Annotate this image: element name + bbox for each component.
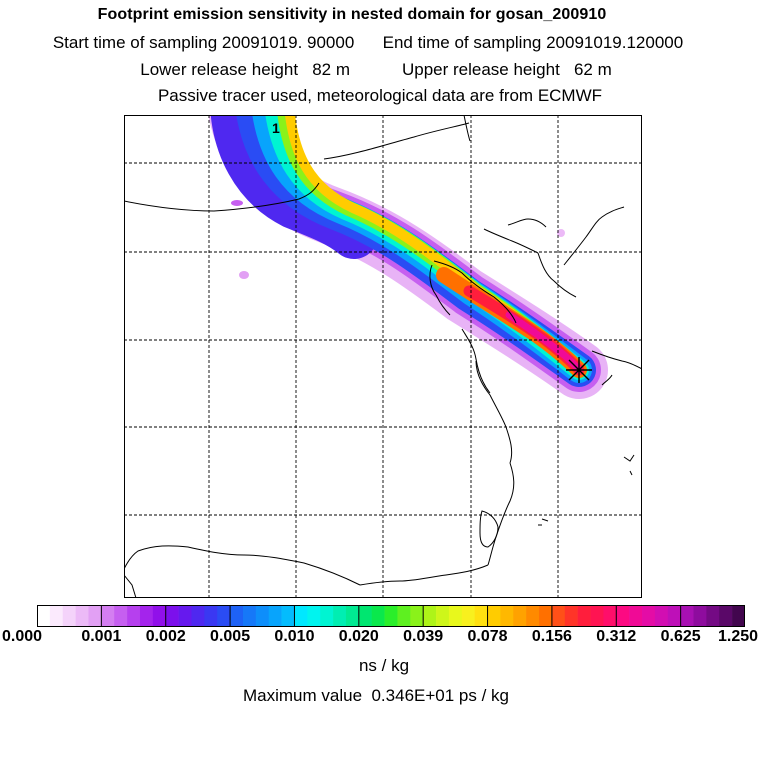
- colorbar-cell: [37, 605, 51, 627]
- colorbar-cell: [693, 605, 707, 627]
- colorbar-cell: [564, 605, 578, 627]
- colorbar-tick-label: 0.001: [81, 628, 122, 645]
- colorbar-cell: [230, 605, 244, 627]
- colorbar-cell: [371, 605, 385, 627]
- colorbar-tick-label: 0.010: [274, 628, 315, 645]
- colorbar-cell: [680, 605, 694, 627]
- colorbar-cell: [255, 605, 270, 627]
- colorbar-cell: [127, 605, 141, 627]
- colorbar: [37, 605, 745, 627]
- colorbar-cell: [217, 605, 231, 627]
- emission-plume: [208, 115, 608, 399]
- colorbar-cell: [436, 605, 450, 627]
- colorbar-cell: [732, 605, 745, 627]
- release-height-line: Lower release height 82 m Upper release …: [140, 60, 612, 79]
- plume-label-one: 1: [272, 120, 280, 136]
- colorbar-cell: [654, 605, 669, 627]
- colorbar-cell: [474, 605, 488, 627]
- colorbar-cell: [345, 605, 360, 627]
- colorbar-tick-label: 0.039: [403, 628, 444, 645]
- plot-title: Footprint emission sensitivity in nested…: [97, 6, 607, 23]
- colorbar-tick-labels: 0.000 0.001 0.002 0.005 0.010 0.020 0.039 0.078…: [0, 628, 768, 650]
- colorbar-cell: [139, 605, 154, 627]
- colorbar-cell: [551, 605, 566, 627]
- sampling-time-line: Start time of sampling 20091019. 90000 E…: [52, 33, 684, 52]
- colorbar-cell: [616, 605, 630, 627]
- colorbar-cell: [75, 605, 89, 627]
- colorbar-cell: [294, 605, 308, 627]
- tracer-info-line: Passive tracer used, meteorological data…: [157, 86, 603, 105]
- colorbar-cell: [487, 605, 501, 627]
- colorbar-unit: ns / kg: [358, 656, 410, 675]
- colorbar-cell: [204, 605, 218, 627]
- colorbar-tick-label: 0.312: [596, 628, 637, 645]
- colorbar-tick-label: 0.078: [467, 628, 508, 645]
- colorbar-cell: [500, 605, 514, 627]
- colorbar-cell: [191, 605, 205, 627]
- colorbar-cell: [461, 605, 475, 627]
- colorbar-tick-label: 0.625: [660, 628, 701, 645]
- colorbar-tick-label: 0.002: [145, 628, 186, 645]
- colorbar-cell: [88, 605, 102, 627]
- colorbar-cell: [667, 605, 681, 627]
- colorbar-cell: [642, 605, 656, 627]
- colorbar-cell: [448, 605, 463, 627]
- map-frame: [124, 115, 642, 598]
- colorbar-cell: [539, 605, 553, 627]
- colorbar-cell: [242, 605, 257, 627]
- colorbar-tick-label: 0.020: [338, 628, 379, 645]
- footprint-map: 1: [124, 115, 642, 598]
- colorbar-tick-label: 0.000: [1, 628, 43, 645]
- colorbar-cell: [397, 605, 411, 627]
- colorbar-frame: [37, 605, 745, 627]
- colorbar-cell: [152, 605, 167, 627]
- colorbar-cell: [114, 605, 128, 627]
- colorbar-tick-label: 1.250: [717, 628, 759, 645]
- colorbar-cell: [577, 605, 591, 627]
- colorbar-cell: [706, 605, 720, 627]
- colorbar-cell: [62, 605, 76, 627]
- coastlines: [124, 115, 642, 598]
- colorbar-cell: [320, 605, 334, 627]
- colorbar-cell: [384, 605, 398, 627]
- colorbar-tick-label: 0.156: [531, 628, 572, 645]
- colorbar-cell: [281, 605, 295, 627]
- colorbar-cell: [629, 605, 643, 627]
- colorbar-cell: [49, 605, 64, 627]
- maximum-value-text: Maximum value 0.346E+01 ps / kg: [243, 686, 509, 705]
- colorbar-dividers: [100, 605, 682, 627]
- colorbar-tick-label: 0.005: [210, 628, 251, 645]
- colorbar-cell: [268, 605, 282, 627]
- colorbar-cell: [513, 605, 527, 627]
- colorbar-cell: [410, 605, 424, 627]
- colorbar-cell: [101, 605, 115, 627]
- colorbar-cell: [423, 605, 437, 627]
- colorbar-cell: [333, 605, 347, 627]
- colorbar-cell: [719, 605, 733, 627]
- colorbar-cell: [358, 605, 372, 627]
- colorbar-cell: [307, 605, 321, 627]
- colorbar-cell: [526, 605, 540, 627]
- colorbar-cells: [37, 605, 745, 627]
- colorbar-cell: [178, 605, 192, 627]
- lat-lon-grid: [124, 115, 642, 598]
- colorbar-cell: [603, 605, 617, 627]
- receptor-star-marker: [566, 357, 592, 383]
- colorbar-cell: [590, 605, 604, 627]
- colorbar-cell: [165, 605, 179, 627]
